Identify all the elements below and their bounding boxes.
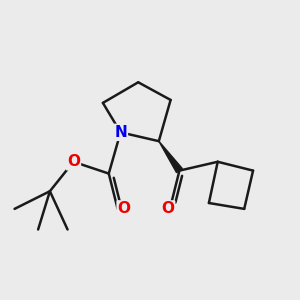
- Text: O: O: [67, 154, 80, 169]
- Text: O: O: [161, 201, 174, 216]
- Text: O: O: [118, 201, 130, 216]
- Polygon shape: [159, 141, 182, 172]
- Text: N: N: [114, 125, 127, 140]
